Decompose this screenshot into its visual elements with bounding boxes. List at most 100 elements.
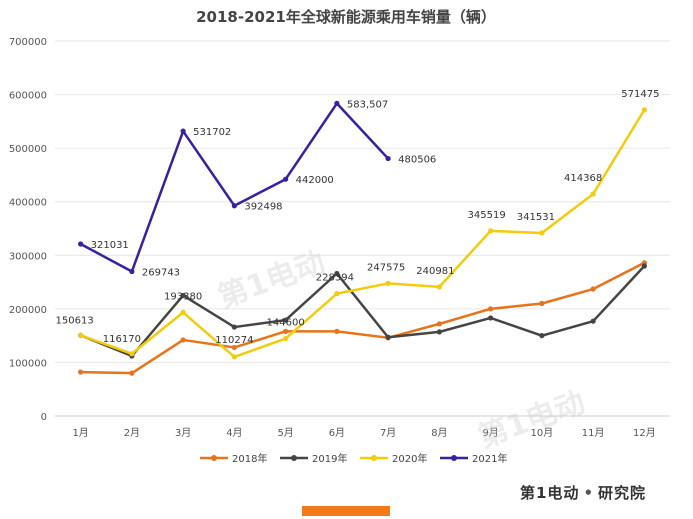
legend-marker-2020年 (371, 455, 377, 461)
point-2021年-1 (78, 241, 84, 247)
point-2019年-7 (385, 334, 391, 340)
data-label-2021年-6: 583,507 (347, 99, 388, 110)
y-tick-label-600000: 600000 (9, 91, 47, 102)
data-label-2020年-6: 228394 (316, 273, 354, 284)
point-2019年-12 (641, 263, 647, 269)
point-2020年-12 (641, 107, 647, 113)
point-2019年-4 (231, 324, 237, 330)
data-label-2020年-4: 110274 (215, 335, 253, 346)
legend-label-2018年: 2018年 (232, 452, 267, 465)
y-tick-label-700000: 700000 (9, 37, 47, 48)
point-2018年-4 (231, 344, 237, 351)
data-label-2020年-8: 240981 (416, 266, 454, 277)
chart-title: 2018-2021年全球新能源乘用车销量（辆） (196, 8, 496, 26)
point-2019年-11 (590, 318, 596, 324)
point-2021年-6 (334, 100, 340, 107)
y-tick-label-400000: 400000 (9, 198, 47, 209)
point-2019年-3 (180, 292, 186, 299)
point-2020年-10 (539, 230, 545, 236)
x-tick-label-3: 3月 (175, 427, 191, 439)
data-label-2021年-4: 392498 (244, 202, 282, 213)
point-2021年-7 (385, 155, 391, 162)
legend-label-2021年: 2021年 (472, 452, 507, 465)
point-2020年-1 (78, 332, 84, 338)
x-tick-label-8: 8月 (431, 427, 447, 439)
point-2021年-5 (283, 176, 289, 182)
y-tick-label-100000: 100000 (9, 358, 47, 369)
data-labels: 150613 116170 193380 110274 144600 228394 2475… (56, 89, 660, 346)
point-2020年-11 (590, 191, 596, 197)
point-2018年-6 (334, 328, 340, 334)
data-label-2020年-1: 150613 (56, 315, 94, 326)
brand-suffix: 研究院 (598, 484, 647, 502)
data-label-2020年-9: 345519 (468, 210, 506, 221)
series-group (78, 100, 647, 376)
data-label-2020年-7: 247575 (367, 262, 405, 273)
data-label-2020年-11: 414368 (564, 173, 602, 184)
point-2021年-2 (129, 268, 135, 275)
point-2020年-9 (488, 228, 494, 234)
data-label-2020年-10: 341531 (517, 212, 555, 223)
y-tick-label-300000: 300000 (9, 251, 47, 262)
x-tick-label-2: 2月 (124, 427, 140, 439)
x-tick-label-7: 7月 (380, 427, 396, 439)
point-2020年-7 (385, 280, 391, 286)
legend-marker-2019年 (291, 455, 297, 461)
footer-accent-bar (302, 506, 390, 516)
y-tick-label-0: 0 (41, 412, 47, 423)
point-2020年-5 (283, 335, 289, 342)
x-tick-label-5: 5月 (277, 427, 293, 439)
point-2019年-10 (539, 333, 545, 339)
point-2018年-2 (129, 370, 135, 376)
point-2019年-6 (334, 270, 340, 277)
data-label-2021年-3: 531702 (193, 127, 231, 138)
point-2018年-11 (590, 286, 596, 292)
point-2019年-5 (283, 317, 289, 323)
legend-label-2019年: 2019年 (312, 452, 347, 465)
brand-name: 第1电动 (520, 484, 580, 502)
data-label-2020年-5: 144600 (267, 318, 305, 329)
x-tick-label-12: 12月 (633, 427, 656, 439)
point-2020年-6 (334, 291, 340, 297)
y-tick-label-500000: 500000 (9, 144, 47, 155)
x-tick-label-11: 11月 (582, 427, 605, 439)
point-2021年-4 (231, 203, 237, 209)
point-2018年-9 (488, 306, 494, 312)
x-tick-label-9: 9月 (482, 427, 498, 439)
data-label-2020年-2: 116170 (103, 334, 141, 345)
data-label-2021年-5: 442000 (296, 175, 334, 186)
x-axis: 1月 2月 3月 4月 5月 6月 7月 8月 9月 10月 11月 12月 (72, 427, 655, 439)
point-2019年-8 (436, 329, 442, 335)
point-2018年-5 (283, 328, 289, 334)
point-2020年-3 (180, 309, 186, 316)
series-line-2018年 (80, 261, 645, 375)
point-2018年-3 (180, 337, 186, 343)
legend-marker-2018年 (211, 455, 217, 461)
legend: 2018年 2019年 2020年 2021年 (200, 452, 507, 465)
brand-logo: 第1电动 • 研究院 (520, 482, 646, 503)
point-2018年-1 (78, 369, 84, 375)
point-2021年-3 (180, 128, 186, 134)
x-tick-label-4: 4月 (226, 427, 242, 439)
series-line-2020年 (80, 109, 646, 359)
point-2019年-9 (488, 315, 494, 321)
x-tick-label-10: 10月 (531, 427, 554, 439)
x-tick-label-6: 6月 (329, 427, 345, 439)
data-label-2021年-1: 321031 (91, 240, 129, 251)
point-2018年-10 (539, 300, 545, 307)
data-label-2021年-7: 480506 (398, 155, 436, 166)
x-tick-label-1: 1月 (72, 427, 88, 439)
point-2020年-4 (231, 354, 237, 360)
data-label-2020年-12: 571475 (621, 89, 659, 100)
data-label-2021年-2: 269743 (142, 267, 180, 278)
legend-label-2020年: 2020年 (392, 452, 427, 465)
legend-marker-2021年 (451, 455, 457, 461)
series-line-2019年 (80, 265, 646, 358)
data-label-2020年-3: 193380 (164, 291, 202, 302)
point-2020年-8 (436, 284, 442, 290)
brand-separator: • (583, 484, 595, 502)
y-axis: 0 100000 200000 300000 400000 500000 600000 700… (9, 37, 47, 423)
point-2018年-8 (436, 321, 442, 327)
y-tick-label-200000: 200000 (9, 305, 47, 316)
